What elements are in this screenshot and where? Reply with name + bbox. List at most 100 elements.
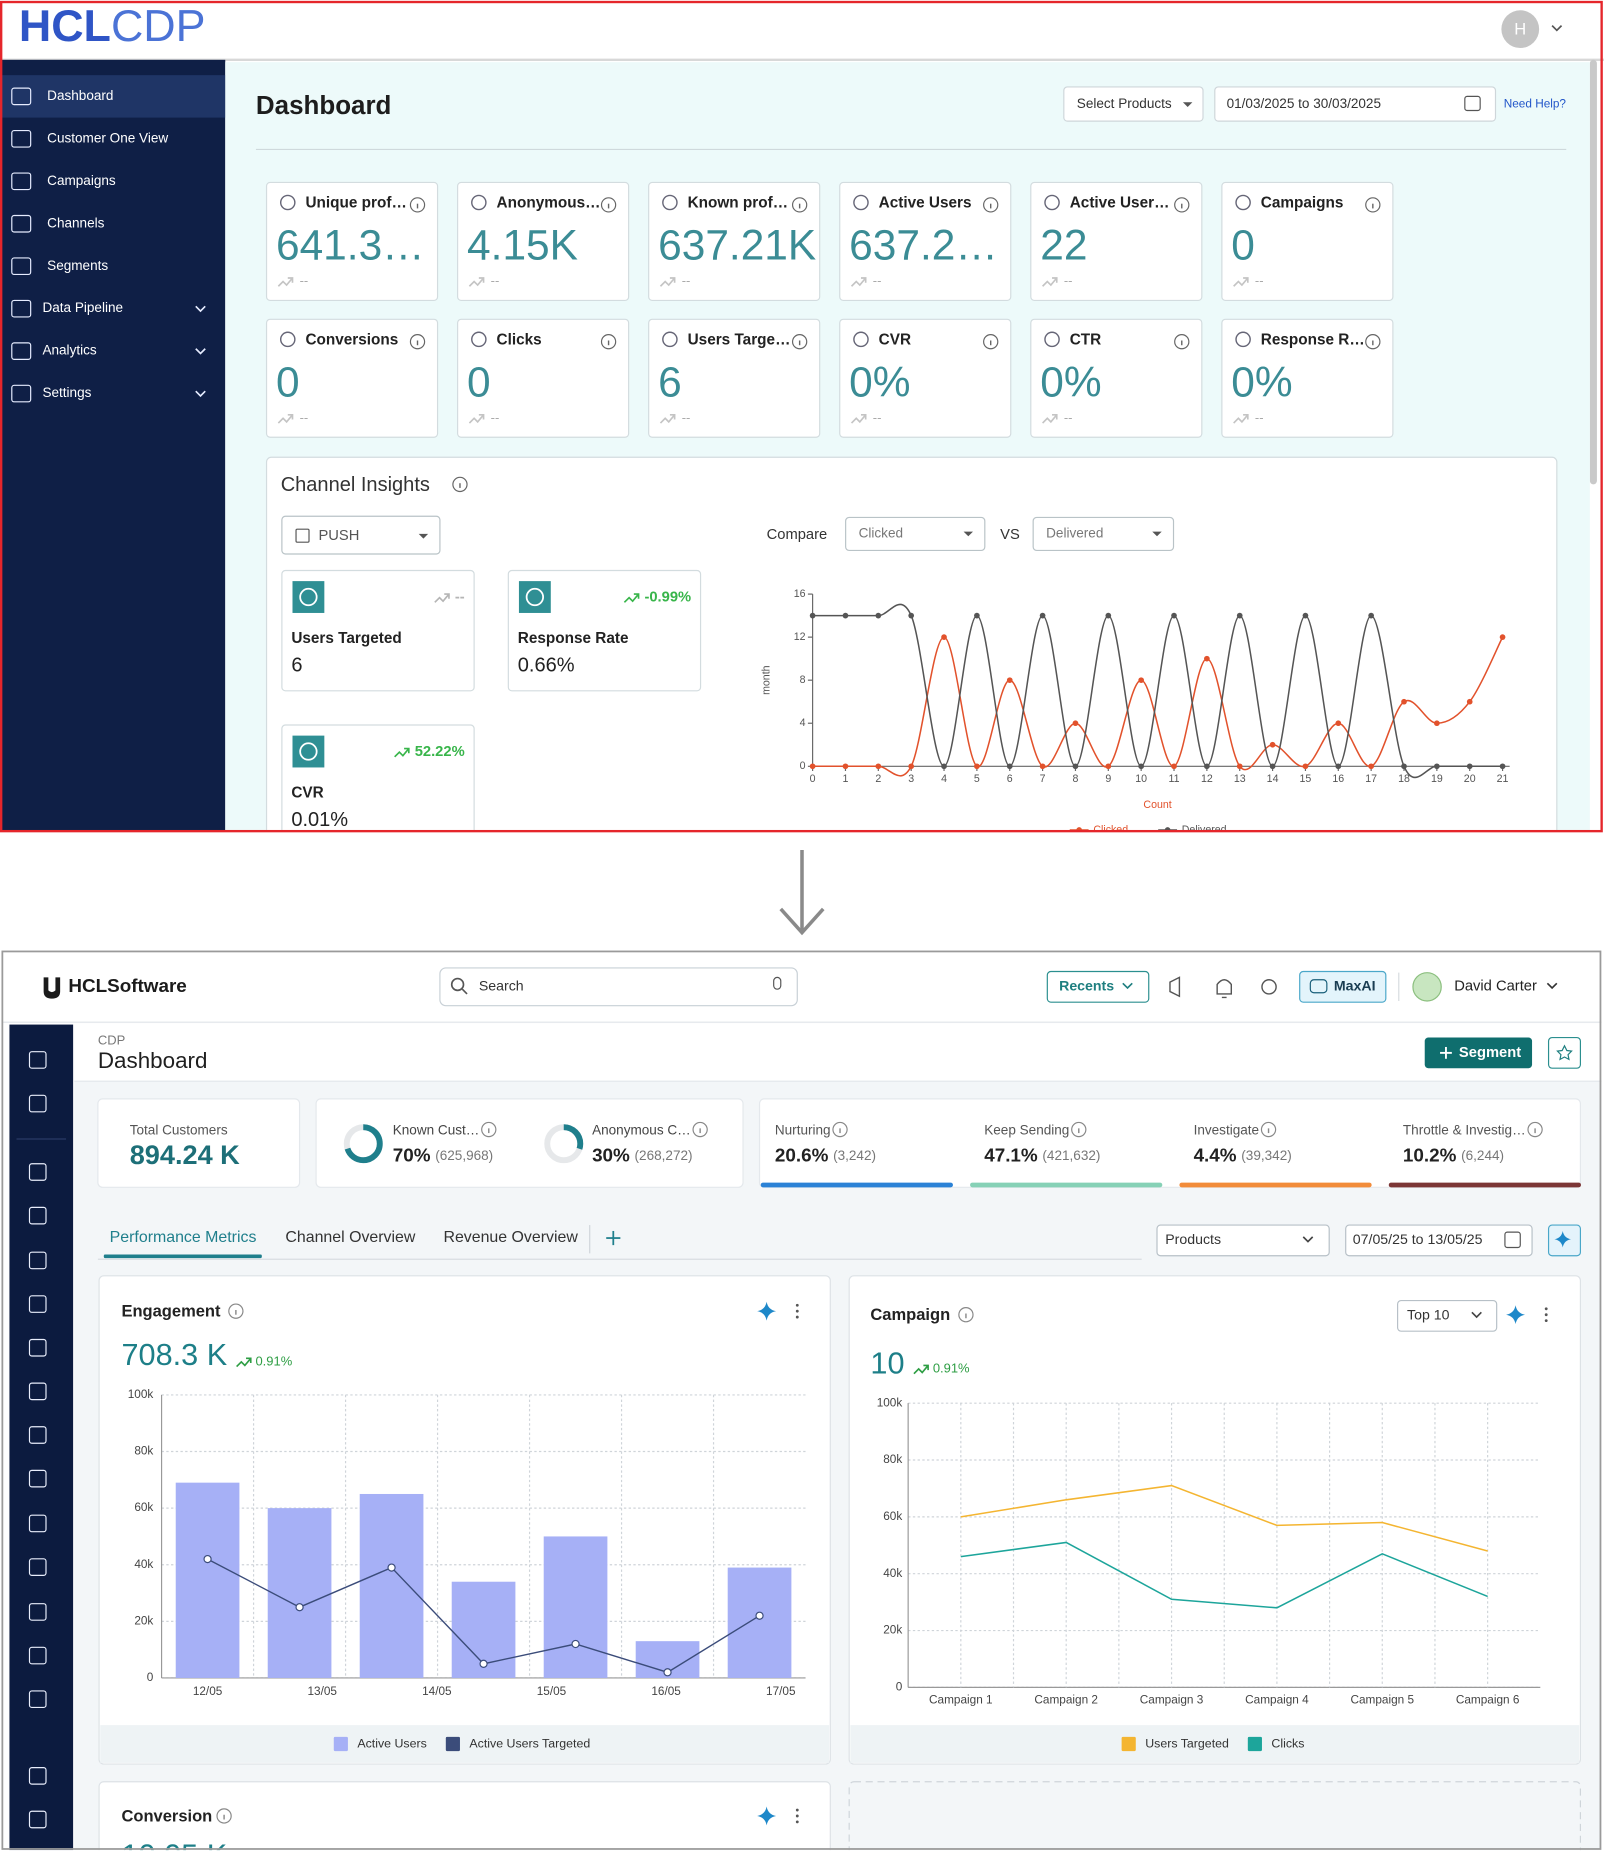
panel-change: 0.91% [933, 1360, 970, 1375]
series-point [571, 1639, 580, 1649]
info-icon [958, 1307, 974, 1323]
sidebar-icon[interactable] [28, 1603, 47, 1621]
status-count: (6,244) [1461, 1148, 1504, 1163]
page-title: Dashboard [256, 92, 391, 120]
x-tick-label: 21 [1497, 773, 1509, 785]
series-point [1204, 655, 1210, 662]
kpi-card [839, 181, 1012, 302]
info-icon [791, 334, 808, 350]
sidebar-icon[interactable] [28, 1251, 47, 1270]
y-tick-label: 0 [147, 1671, 154, 1684]
tab-active-underline [103, 1254, 262, 1259]
sidebar-icon[interactable] [28, 1514, 47, 1533]
sidebar-icon[interactable] [28, 1338, 47, 1357]
select-label: Delivered [1046, 526, 1103, 541]
kpi-label: Active Users [879, 195, 972, 212]
legend-swatch [333, 1736, 348, 1752]
kpi-icon [853, 194, 869, 211]
series-point [755, 1611, 764, 1620]
tab[interactable]: Channel Overview [285, 1229, 415, 1246]
insight-label: Response Rate [518, 630, 629, 647]
y-tick-label: 80k [134, 1445, 153, 1458]
logo-part: HCL [19, 1, 111, 51]
kpi-value: 0 [1231, 222, 1255, 269]
nav-item[interactable]: Customer One View [47, 130, 168, 145]
sidebar-icon[interactable] [28, 1426, 47, 1444]
nav-item[interactable]: Segments [47, 258, 108, 273]
sidebar-icon[interactable] [28, 1206, 47, 1225]
trend-icon [850, 277, 867, 287]
channel-select[interactable] [281, 515, 441, 555]
products-select[interactable] [1063, 86, 1204, 122]
nav-item[interactable]: Settings [42, 385, 91, 400]
sidebar-icon[interactable] [28, 1382, 47, 1401]
info-icon [1071, 1121, 1087, 1138]
nav-item[interactable]: Analytics [42, 343, 96, 358]
y-tick-label: 100k [128, 1388, 154, 1401]
insight-icon [292, 735, 325, 768]
top-select[interactable] [1397, 1299, 1498, 1332]
trend-icon [1042, 413, 1058, 424]
date-picker[interactable] [1345, 1224, 1533, 1257]
series-point [1006, 677, 1013, 684]
series-point [1368, 612, 1374, 619]
status-value: 10.2% [1403, 1145, 1457, 1166]
sparkle-icon [1506, 1305, 1525, 1325]
kpi-label: Anonymous… [497, 195, 601, 212]
y-tick-label: 40k [134, 1558, 153, 1571]
series-line [812, 603, 1503, 779]
trend-icon [850, 413, 867, 424]
recents-button[interactable] [1046, 970, 1150, 1003]
x-tick-label: 13 [1234, 773, 1246, 785]
search-box[interactable] [439, 967, 798, 1007]
sidebar-icon[interactable] [28, 1646, 47, 1665]
sidebar-icon[interactable] [28, 1469, 47, 1488]
sidebar-icon[interactable] [28, 1295, 47, 1313]
series-point [809, 763, 816, 770]
y-tick-label: 60k [883, 1510, 902, 1523]
metric-select[interactable] [845, 516, 986, 552]
panel-footer [100, 1725, 830, 1763]
sidebar-icon[interactable] [28, 1051, 47, 1069]
insight-icon-glyph [525, 587, 545, 607]
nav-item[interactable]: Dashboard [47, 88, 113, 103]
metric-select[interactable] [1032, 516, 1175, 552]
favorite-button[interactable] [1547, 1036, 1582, 1069]
header [0, 0, 1604, 60]
nav-item[interactable]: Data Pipeline [42, 300, 123, 315]
sidebar-icon[interactable] [28, 1690, 47, 1709]
kpi-label: Known prof… [688, 195, 788, 212]
scrollbar [1589, 59, 1597, 485]
trend-icon [468, 413, 485, 424]
nav-item[interactable]: Campaigns [47, 173, 116, 188]
trend-icon [236, 1357, 252, 1368]
kpi-trend: -- [491, 273, 500, 288]
x-tick-label: 16 [1332, 773, 1344, 785]
nav-item[interactable]: Channels [47, 215, 104, 230]
kpi-value: 0% [1040, 359, 1101, 406]
kpi-label: CTR [1070, 332, 1102, 349]
kpi-label: Conversions [305, 332, 398, 349]
logo-part: CDP [111, 1, 206, 51]
series-point [1302, 763, 1309, 770]
kpi-icon [853, 331, 869, 348]
tab[interactable]: Performance Metrics [110, 1229, 257, 1246]
sidebar-icon[interactable] [28, 1163, 47, 1181]
products-select[interactable] [1156, 1224, 1330, 1257]
status-label: Keep Sending [984, 1122, 1069, 1137]
help-link[interactable]: Need Help? [1504, 98, 1567, 111]
sidebar-icon[interactable] [28, 1094, 47, 1113]
series-point [842, 763, 849, 770]
sidebar-icon[interactable] [28, 1810, 47, 1829]
avatar [1501, 10, 1540, 49]
menu-dot [795, 1315, 799, 1319]
tab[interactable]: Revenue Overview [443, 1229, 578, 1246]
sidebar-icon[interactable] [28, 1767, 47, 1785]
segment-button[interactable] [1424, 1037, 1533, 1069]
kpi-value: 6 [658, 359, 682, 406]
status-value: 47.1% [984, 1145, 1038, 1166]
date-picker[interactable] [1214, 86, 1497, 122]
sidebar-icon[interactable] [28, 1558, 47, 1576]
series-point [974, 612, 980, 619]
